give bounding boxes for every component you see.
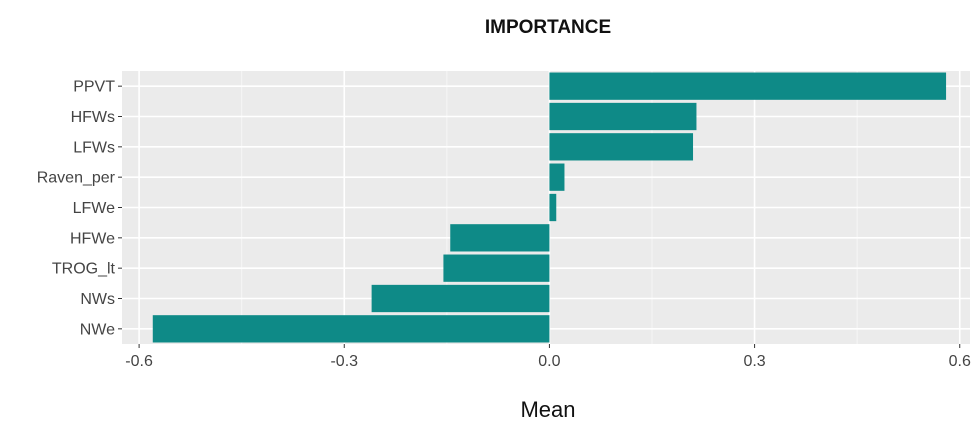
bar-raven-per — [549, 163, 565, 191]
x-axis: -0.6 -0.3 0.0 0.3 0.6 — [125, 344, 971, 370]
x-axis-title: Mean — [520, 397, 575, 422]
y-axis: PPVT HFWs LFWs Raven_per LFWe HFWe TROG_lt NWs N… — [37, 79, 122, 338]
y-tick-label: NWe — [80, 321, 115, 338]
x-tick-label: -0.3 — [330, 353, 358, 370]
x-tick-label: -0.6 — [125, 353, 153, 370]
y-tick-label: Raven_per — [37, 170, 116, 187]
x-tick-label: 0.3 — [743, 353, 765, 370]
y-tick-label: PPVT — [73, 79, 115, 96]
y-tick-label: HFWe — [70, 230, 115, 247]
bar-lfwe — [549, 193, 557, 222]
chart-title: IMPORTANCE — [485, 17, 611, 38]
y-tick-label: NWs — [80, 291, 115, 308]
bar-hfwe — [450, 224, 550, 252]
bar-lfws — [549, 133, 694, 161]
bars — [152, 72, 947, 343]
bar-nwe — [152, 315, 550, 343]
y-tick-label: TROG_lt — [52, 261, 116, 278]
x-tick-label: 0.6 — [949, 353, 971, 370]
y-tick-label: LFWs — [73, 139, 115, 156]
y-tick-label: LFWe — [73, 200, 115, 217]
y-tick-label: HFWs — [71, 109, 115, 126]
bar-nws — [371, 284, 550, 313]
bar-hfws — [549, 102, 697, 131]
bar-trog-lt — [443, 254, 550, 282]
bar-ppvt — [549, 72, 947, 100]
x-tick-label: 0.0 — [538, 353, 560, 370]
